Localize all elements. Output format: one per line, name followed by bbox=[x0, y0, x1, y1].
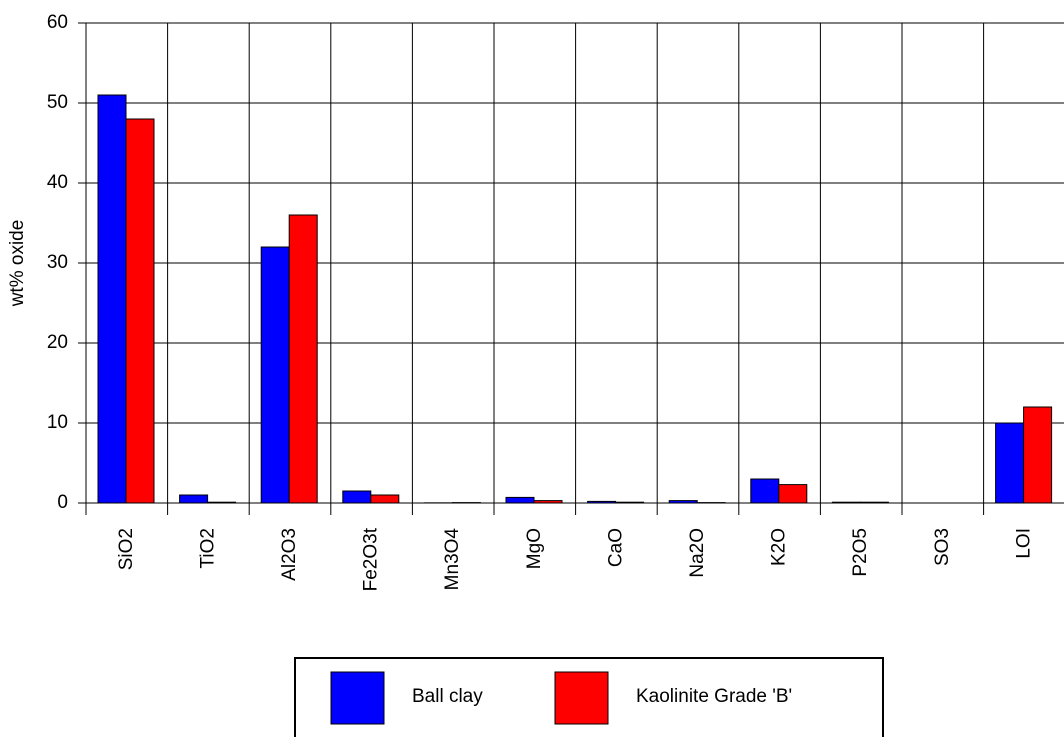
x-tick-label: SO3 bbox=[932, 528, 953, 566]
bar bbox=[505, 496, 535, 504]
y-tick-label: 40 bbox=[47, 172, 68, 193]
legend-swatch bbox=[554, 671, 609, 725]
x-tick-label: K2O bbox=[769, 528, 790, 566]
x-tick-label: Na2O bbox=[687, 528, 708, 578]
bar bbox=[342, 490, 372, 504]
x-tick-label: Fe2O3t bbox=[361, 527, 382, 591]
y-tick-label: 20 bbox=[47, 332, 68, 353]
x-tick-label: LOI bbox=[1013, 528, 1034, 559]
bar bbox=[615, 501, 645, 504]
x-tick-label: MgO bbox=[524, 528, 545, 569]
bar bbox=[97, 94, 127, 504]
x-tick-label: Al2O3 bbox=[279, 528, 300, 581]
y-tick-label: 0 bbox=[57, 492, 68, 513]
x-tick-label: CaO bbox=[605, 528, 626, 567]
x-tick-label: SiO2 bbox=[116, 528, 137, 570]
legend-label: Ball clay bbox=[412, 686, 483, 707]
bar bbox=[288, 214, 318, 504]
bar bbox=[750, 478, 780, 504]
y-tick-label: 10 bbox=[47, 412, 68, 433]
bar bbox=[125, 118, 155, 504]
y-tick-label: 30 bbox=[47, 252, 68, 273]
bar bbox=[533, 500, 563, 504]
x-tick-label: Mn3O4 bbox=[442, 528, 463, 591]
bar bbox=[1023, 406, 1053, 504]
y-axis-label: wt% oxide bbox=[7, 220, 28, 308]
x-tick-label: P2O5 bbox=[850, 528, 871, 577]
bar bbox=[370, 494, 400, 504]
bar bbox=[859, 501, 889, 504]
bar bbox=[995, 422, 1025, 504]
x-tick-label: TiO2 bbox=[197, 528, 218, 568]
bar bbox=[260, 246, 290, 504]
bar bbox=[668, 500, 698, 504]
bar bbox=[587, 500, 617, 504]
y-tick-label: 50 bbox=[47, 92, 68, 113]
bar bbox=[778, 484, 808, 504]
y-tick-label: 60 bbox=[47, 12, 68, 33]
bar bbox=[179, 494, 209, 504]
legend-swatch bbox=[330, 671, 385, 725]
bar bbox=[831, 501, 861, 504]
legend-label: Kaolinite Grade 'B' bbox=[636, 686, 792, 707]
bar bbox=[207, 501, 237, 504]
